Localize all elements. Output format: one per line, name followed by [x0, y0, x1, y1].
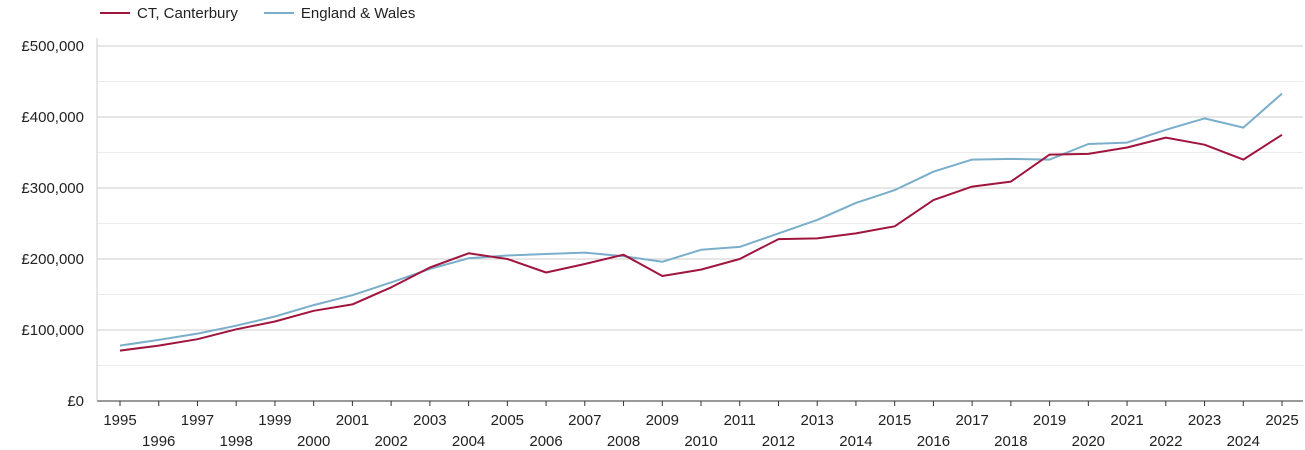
x-tick-label: 1999 [258, 412, 291, 429]
x-tick-label: 1997 [181, 412, 214, 429]
x-tick-label: 2000 [297, 433, 330, 450]
x-tick-label: 2006 [529, 433, 562, 450]
x-tick-label: 1995 [103, 412, 136, 429]
y-tick-label: £500,000 [21, 38, 84, 55]
x-tick-label: 2017 [955, 412, 988, 429]
x-tick-label: 2012 [762, 433, 795, 450]
x-tick-label: 2004 [452, 433, 485, 450]
x-tick-label: 2003 [413, 412, 446, 429]
legend-swatch-canterbury [100, 12, 130, 14]
x-tick-label: 2016 [917, 433, 950, 450]
series-line-england-wales [119, 92, 1283, 347]
x-tick-label: 2002 [374, 433, 407, 450]
x-tick-label: 2009 [646, 412, 679, 429]
x-tick-label: 2015 [878, 412, 911, 429]
x-tick-label: 2011 [724, 412, 756, 429]
x-tick-label: 2007 [568, 412, 601, 429]
x-tick-label: 2025 [1265, 412, 1298, 429]
x-tick-label: 2023 [1188, 412, 1221, 429]
legend: CT, Canterbury England & Wales [100, 3, 415, 23]
x-tick-label: 2022 [1149, 433, 1182, 450]
legend-item-canterbury[interactable]: CT, Canterbury [100, 5, 238, 22]
x-tick-label: 2008 [607, 433, 640, 450]
x-tick-label: 2010 [684, 433, 717, 450]
y-tick-label: £300,000 [21, 180, 84, 197]
legend-item-england-wales[interactable]: England & Wales [263, 4, 416, 22]
x-tick-label: 1998 [220, 433, 253, 450]
y-tick-label: £400,000 [21, 109, 84, 126]
series-line-canterbury [119, 133, 1283, 352]
y-tick-label: £200,000 [21, 251, 84, 268]
legend-label-england-wales: England & Wales [300, 4, 416, 22]
y-tick-label: £0 [67, 393, 84, 410]
legend-swatch-england-wales [263, 12, 294, 14]
x-tick-label: 2024 [1227, 433, 1260, 450]
x-tick-label: 2005 [491, 412, 524, 429]
x-tick-label: 2019 [1033, 412, 1066, 429]
x-tick-label: 2001 [336, 412, 369, 429]
x-tick-label: 2021 [1110, 412, 1143, 429]
x-tick-label: 2020 [1072, 433, 1105, 450]
y-tick-label: £100,000 [21, 322, 84, 339]
x-tick-label: 2018 [994, 433, 1027, 450]
x-tick-label: 2013 [801, 412, 834, 429]
x-tick-label: 2014 [839, 433, 872, 450]
legend-label-canterbury: CT, Canterbury [137, 4, 238, 22]
x-tick-label: 1996 [142, 433, 175, 450]
